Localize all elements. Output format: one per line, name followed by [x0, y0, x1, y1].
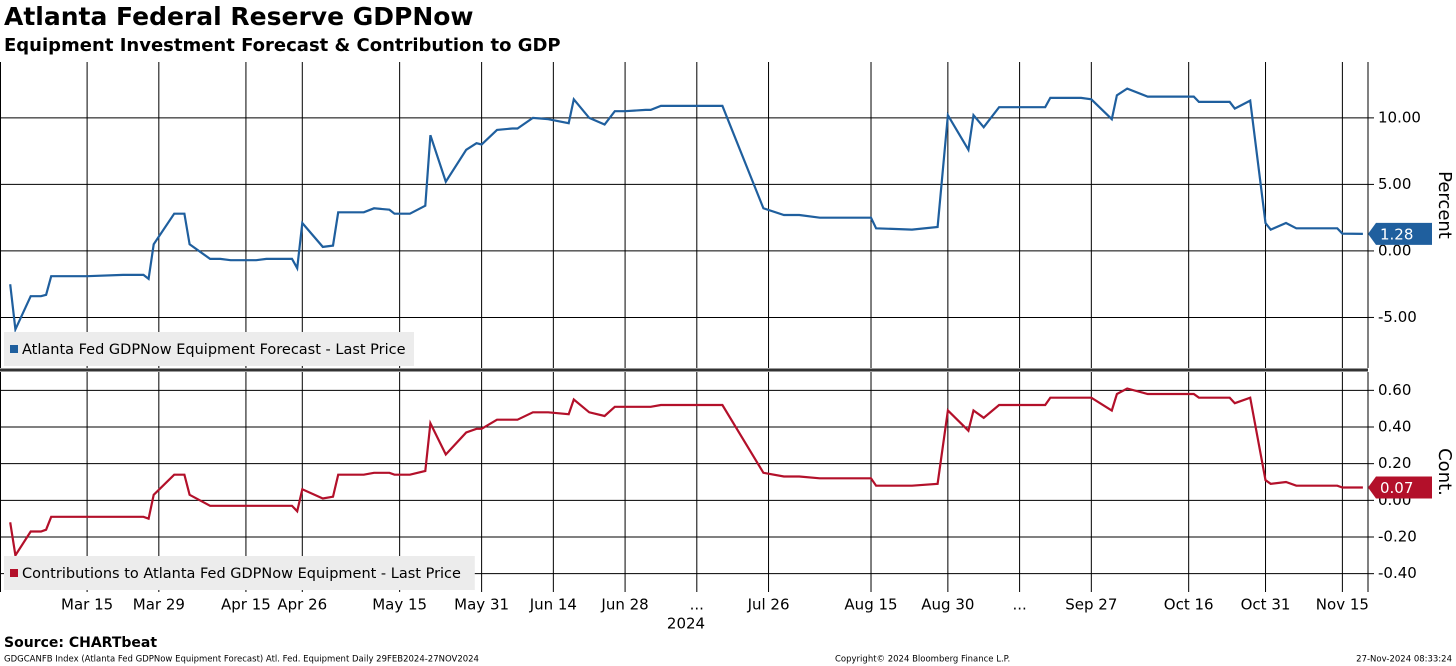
- y-tick-label: 5.00: [1378, 175, 1411, 193]
- y-axis-label: Percent: [1434, 171, 1455, 239]
- y-tick-label: 0.20: [1378, 454, 1411, 472]
- legend-label: Contributions to Atlanta Fed GDPNow Equi…: [22, 566, 461, 582]
- legend-swatch: [10, 345, 18, 353]
- series-line: [9, 387, 1363, 559]
- x-tick-label: Nov 15: [1316, 596, 1369, 614]
- last-value-box: [1368, 476, 1432, 499]
- x-axis-label: 2024: [667, 615, 705, 633]
- y-tick-label: 10.00: [1378, 108, 1421, 126]
- last-value-label: 0.07: [1380, 479, 1413, 497]
- x-tick-label: Oct 16: [1164, 596, 1214, 614]
- x-tick-label: Apr 26: [277, 596, 327, 614]
- x-tick-label: ...: [1012, 596, 1026, 614]
- source: Source: CHARTbeat: [4, 635, 157, 651]
- last-value-label: 1.28: [1380, 225, 1413, 243]
- x-tick-label: Mar 15: [61, 596, 113, 614]
- legend-bg: [4, 332, 414, 366]
- footer-timestamp: 27-Nov-2024 08:33:24: [1356, 655, 1452, 665]
- last-value-box: [1368, 222, 1432, 245]
- x-tick-label: Jun 14: [529, 596, 577, 614]
- y-tick-label: 0.00: [1378, 241, 1411, 259]
- x-tick-label: Sep 27: [1065, 596, 1117, 614]
- x-tick-label: Mar 29: [133, 596, 185, 614]
- x-tick-label: Jun 28: [600, 596, 648, 614]
- legend-bg: [4, 556, 475, 590]
- x-tick-label: Aug 15: [844, 596, 897, 614]
- y-tick-label: 0.60: [1378, 381, 1411, 399]
- y-tick-label: 0.40: [1378, 418, 1411, 436]
- footer-index: GDGCANFB Index (Atlanta Fed GDPNow Equip…: [4, 655, 479, 665]
- x-tick-label: Aug 30: [921, 596, 974, 614]
- series-line: [9, 87, 1363, 334]
- x-tick-label: Apr 15: [221, 596, 271, 614]
- y-tick-label: -0.40: [1378, 564, 1417, 582]
- x-tick-label: ...: [690, 596, 704, 614]
- legend-swatch: [10, 569, 18, 577]
- x-tick-label: Jul 26: [747, 596, 790, 614]
- chart-subtitle: Equipment Investment Forecast & Contribu…: [4, 35, 561, 56]
- y-tick-label: -0.20: [1378, 528, 1417, 546]
- legend: Atlanta Fed GDPNow Equipment Forecast - …: [4, 332, 414, 366]
- x-tick-label: May 15: [372, 596, 427, 614]
- legend: Contributions to Atlanta Fed GDPNow Equi…: [4, 556, 475, 590]
- x-tick-label: May 31: [454, 596, 509, 614]
- chart-title: Atlanta Federal Reserve GDPNow: [4, 2, 474, 31]
- x-tick-label: Oct 31: [1241, 596, 1291, 614]
- y-axis-label: Cont.: [1434, 448, 1455, 496]
- legend-label: Atlanta Fed GDPNow Equipment Forecast - …: [22, 342, 406, 358]
- y-tick-label: -5.00: [1378, 308, 1417, 326]
- footer-copyright: Copyright© 2024 Bloomberg Finance L.P.: [835, 655, 1010, 665]
